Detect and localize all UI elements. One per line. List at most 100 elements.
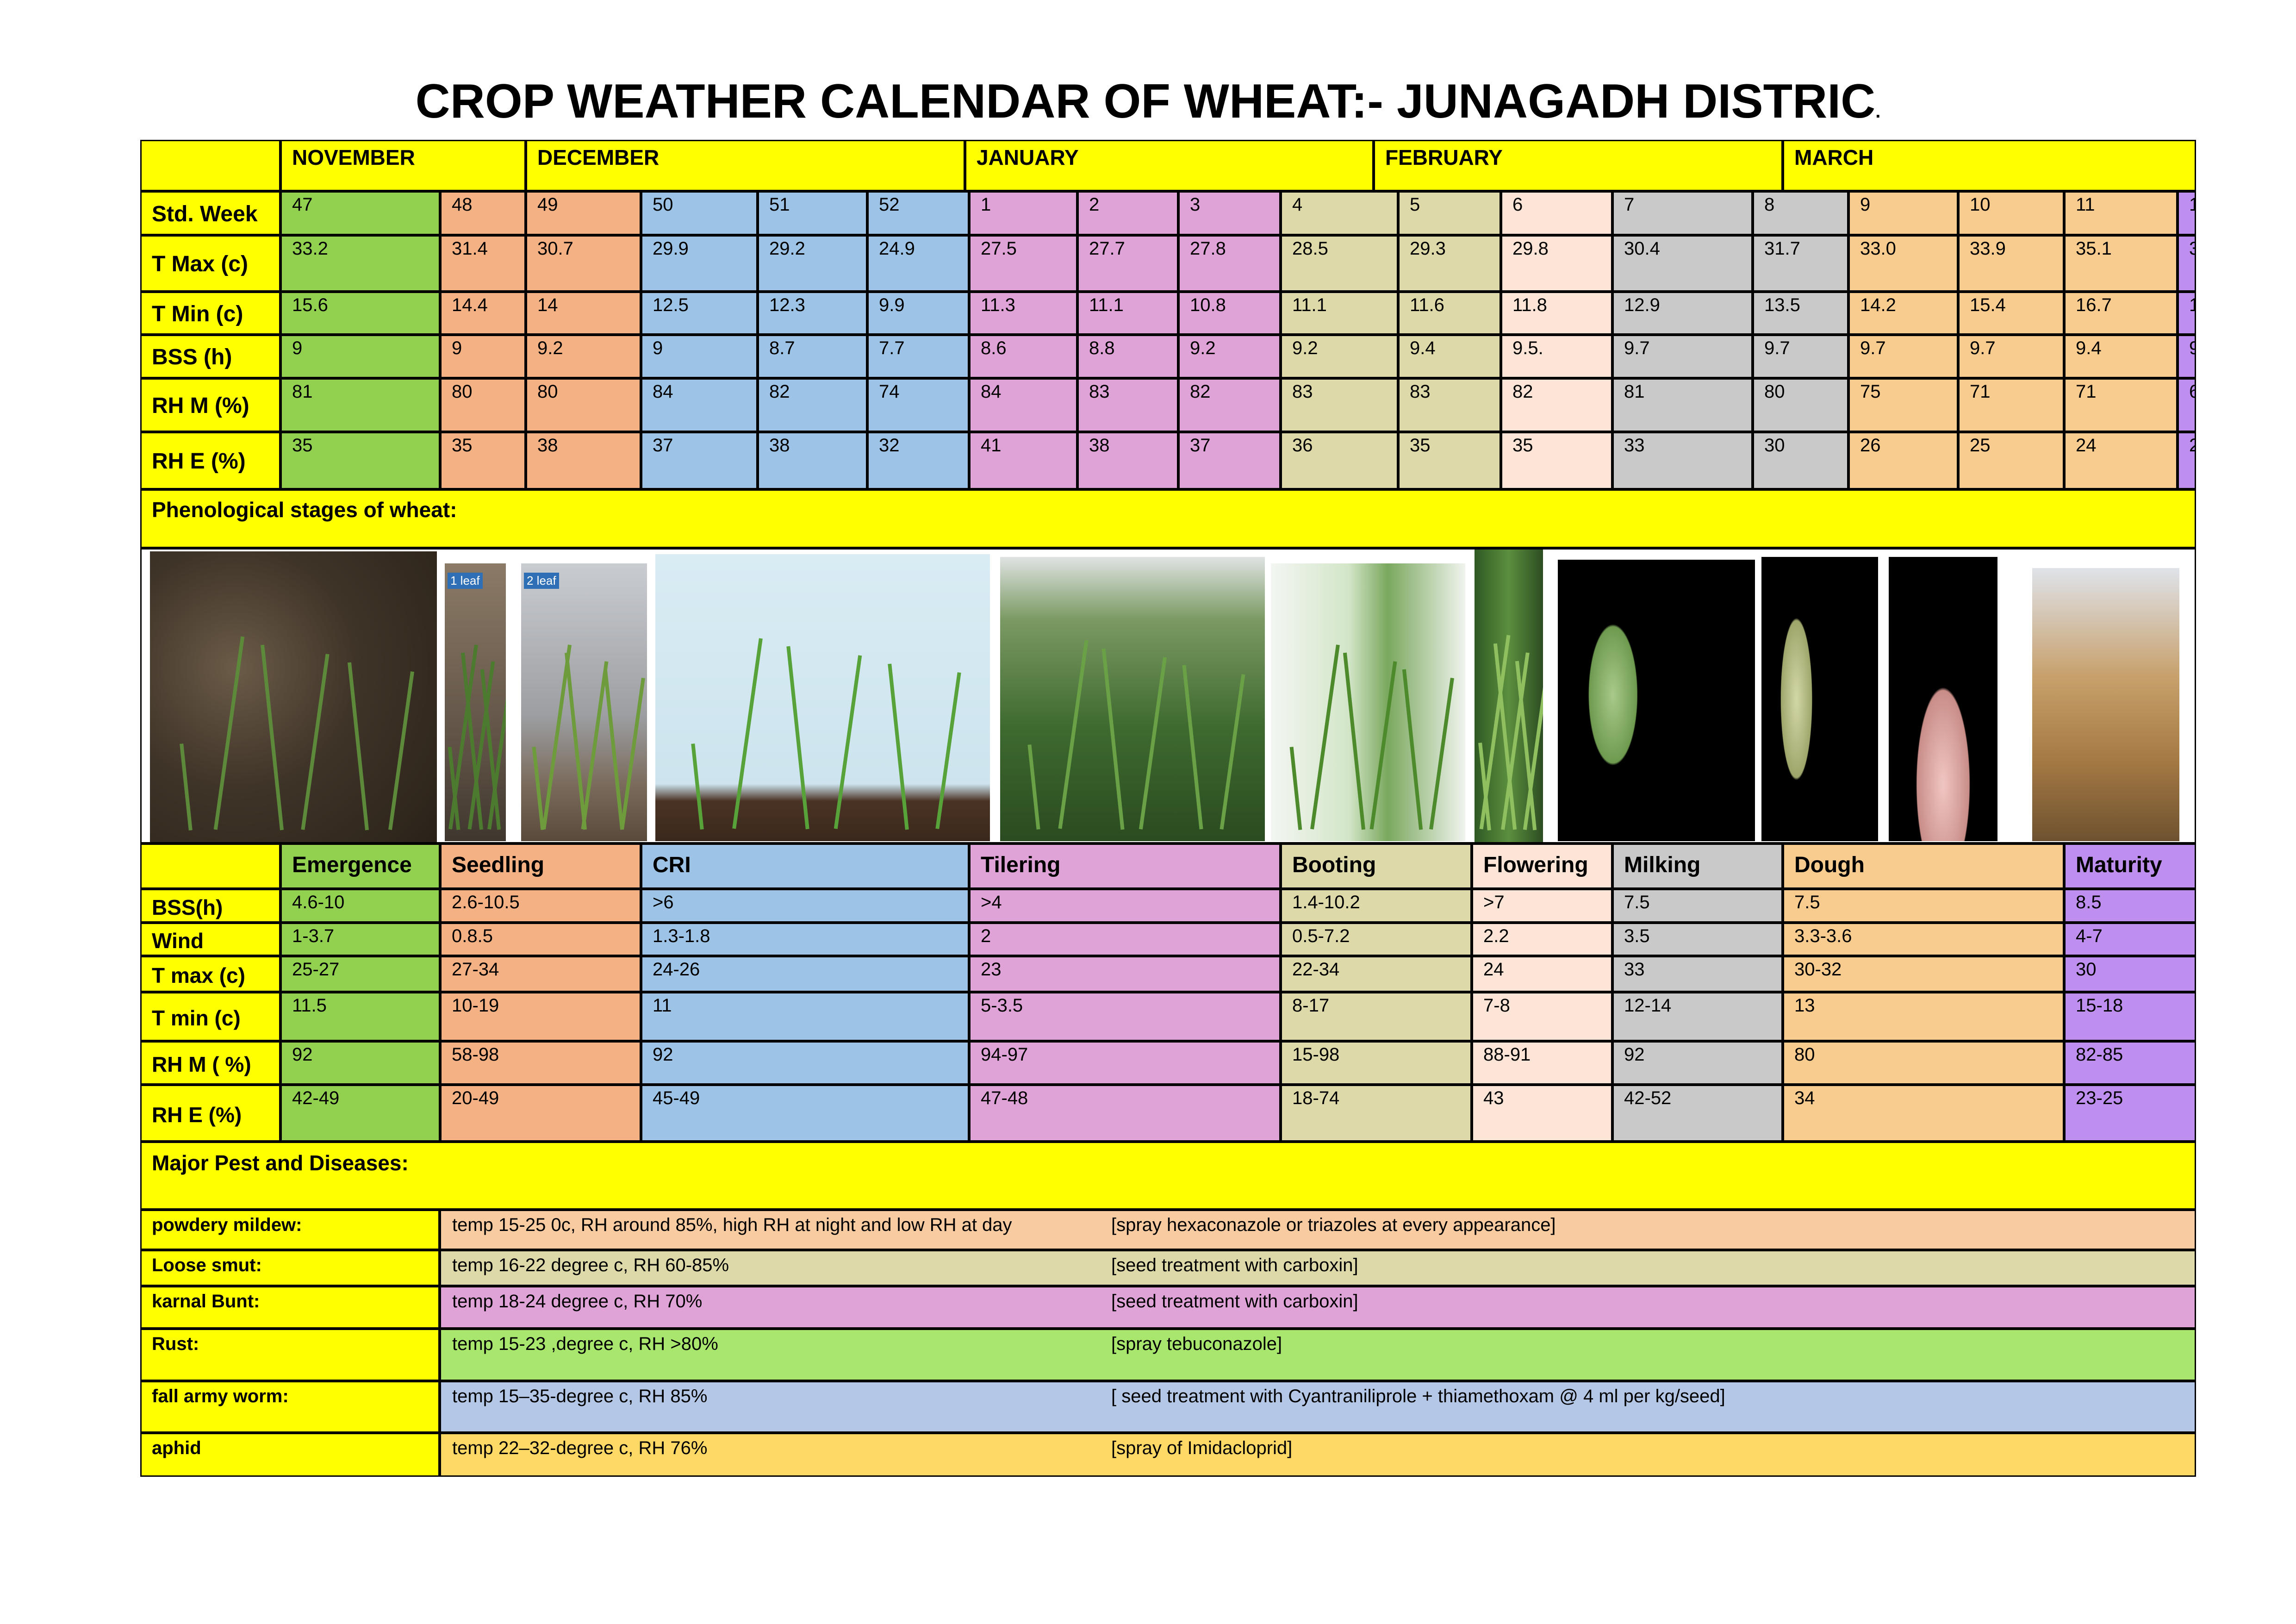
month-header: JANUARY <box>965 140 1374 191</box>
week-value: 6 <box>1512 194 1523 215</box>
stage-value: 30-32 <box>1794 959 1842 980</box>
bss-row-label: BSS (h) <box>140 335 280 378</box>
week-cell: 6 <box>1501 191 1612 235</box>
stage-value: 11.5 <box>292 995 327 1016</box>
pest-control: [seed treatment with carboxin] <box>1111 1255 1358 1275</box>
pest-details-cell: temp 16-22 degree c, RH 60-85% [seed trea… <box>440 1250 2196 1286</box>
row-label: RH M ( %) <box>152 1052 251 1076</box>
week-value: 83 <box>1292 381 1313 402</box>
stage-value: 88-91 <box>1483 1044 1531 1065</box>
stage-value: 58-98 <box>452 1044 499 1065</box>
week-value: 24 <box>2076 435 2097 456</box>
week-cell: 9.9 <box>867 292 969 335</box>
pest-name-cell: powdery mildew: <box>140 1210 440 1250</box>
stage-value: 15-18 <box>2076 995 2123 1016</box>
week-cell: 37 <box>641 432 758 489</box>
stage-value-cell: 8-17 <box>1281 992 1472 1041</box>
dough-closeup-photo <box>1889 557 1997 841</box>
stage-name-cell: Emergence <box>280 843 440 889</box>
week-cell: 75 <box>1848 378 1958 432</box>
month-label: JANUARY <box>977 145 1079 169</box>
week-cell: 14.2 <box>1848 292 1958 335</box>
week-cell: 9 <box>1848 191 1958 235</box>
week-cell: 5 <box>1398 191 1501 235</box>
stage-value: 94-97 <box>981 1044 1028 1065</box>
stage-value-cell: 12-14 <box>1612 992 1783 1041</box>
week-value: 14 <box>537 295 558 315</box>
stage-rhm-row-label: RH M ( %) <box>140 1041 280 1085</box>
week-value: 26 <box>1860 435 1881 456</box>
stage-value: 42-52 <box>1624 1088 1672 1108</box>
week-value: 9.2 <box>1190 338 1216 358</box>
week-cell: 11.3 <box>969 292 1077 335</box>
stage-value-cell: 7.5 <box>1783 889 2064 923</box>
week-cell: 16.7 <box>2064 292 2178 335</box>
week-cell: 11.8 <box>1501 292 1612 335</box>
month-label: NOVEMBER <box>292 145 415 169</box>
leaf-shape <box>261 644 284 831</box>
stage-value-cell: 34 <box>1783 1085 2064 1142</box>
stage-name-cell: Dough <box>1783 843 2064 889</box>
week-cell: 33.2 <box>280 235 440 292</box>
week-cell: 80 <box>1753 378 1848 432</box>
leaf-shape <box>1515 661 1537 831</box>
week-cell: 9.7 <box>1612 335 1753 378</box>
emergence-photo <box>150 551 437 842</box>
std-week-row-label: Std. Week <box>140 191 280 235</box>
week-cell: 82 <box>1501 378 1612 432</box>
week-value: 14.2 <box>1860 295 1896 315</box>
stage-value: 23-25 <box>2076 1088 2123 1108</box>
stage-value-cell: 4.6-10 <box>280 889 440 923</box>
stage-value-cell: 30-32 <box>1783 956 2064 992</box>
stage-value: >6 <box>653 892 674 912</box>
week-cell: 11.1 <box>1077 292 1178 335</box>
flowering-photo <box>1475 550 1543 842</box>
week-value: 5 <box>1410 194 1420 215</box>
week-value: 51 <box>769 194 790 215</box>
week-cell: 3 <box>1178 191 1281 235</box>
leaf-shape <box>532 747 545 830</box>
stage-value: 3.3-3.6 <box>1794 926 1852 946</box>
stage-value-cell: 58-98 <box>440 1041 641 1085</box>
week-value: 7 <box>1624 194 1635 215</box>
pest-control: [spray tebuconazole] <box>1111 1334 1282 1354</box>
t-max-row-label: T Max (c) <box>140 235 280 292</box>
week-cell: 27.8 <box>1178 235 1281 292</box>
rh-e-row-label: RH E (%) <box>140 432 280 489</box>
week-value: 9.9 <box>879 295 905 315</box>
pest-conditions: temp 15-25 0c, RH around 85%, high RH at… <box>452 1215 1012 1235</box>
week-value: 83 <box>1410 381 1431 402</box>
week-value: 9.7 <box>1624 338 1650 358</box>
week-cell: 80 <box>440 378 526 432</box>
row-label: RH M (%) <box>152 394 249 418</box>
week-value: 1 <box>981 194 991 215</box>
month-header: FEBRUARY <box>1374 140 1783 191</box>
stage-value: 13 <box>1794 995 1815 1016</box>
week-value: 30.7 <box>537 238 573 259</box>
stage-value: 82-85 <box>2076 1044 2123 1065</box>
stage-value-cell: 5-3.5 <box>969 992 1281 1041</box>
stage-value: 4-7 <box>2076 926 2103 946</box>
pest-control: [ seed treatment with Cyantraniliprole +… <box>1111 1386 1725 1406</box>
month-header: NOVEMBER <box>280 140 526 191</box>
week-cell: 37 <box>1178 432 1281 489</box>
week-value: 11.3 <box>981 295 1015 315</box>
pests-heading-row: Major Pest and Diseases: <box>140 1142 2196 1210</box>
stage-value-cell: 43 <box>1472 1085 1612 1142</box>
stage-value: 8.5 <box>2076 892 2102 912</box>
week-value: 41 <box>981 435 1002 456</box>
week-cell: 2 <box>1077 191 1178 235</box>
leaf-shape <box>1369 661 1397 830</box>
week-value: 82 <box>1512 381 1533 402</box>
week-cell: 29.8 <box>1501 235 1612 292</box>
week-cell: 9.7 <box>1848 335 1958 378</box>
stage-value: 0.8.5 <box>452 926 493 946</box>
leaf-shape <box>786 646 809 830</box>
week-value: 80 <box>1764 381 1785 402</box>
stage-value: 1-3.7 <box>292 926 335 946</box>
week-value: 7.7 <box>879 338 905 358</box>
week-value: 9.7 <box>1970 338 1996 358</box>
week-cell: 14 <box>526 292 641 335</box>
week-value: 38 <box>769 435 790 456</box>
week-cell: 83 <box>1281 378 1398 432</box>
